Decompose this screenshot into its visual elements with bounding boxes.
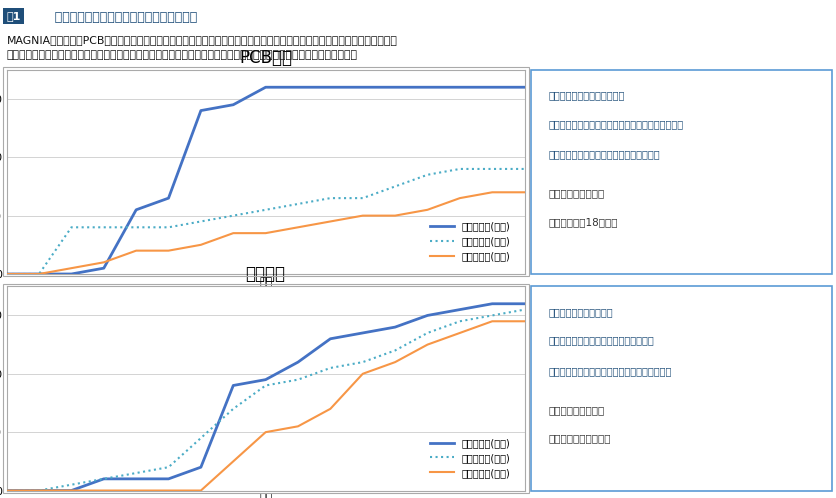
FancyBboxPatch shape [531, 70, 832, 274]
Text: ・さらに高い精度で予測することができている: ・さらに高い精度で予測することができている [548, 366, 672, 376]
X-axis label: 期間: 期間 [259, 494, 273, 498]
Text: 予測結果：４台超過: 予測結果：４台超過 [548, 188, 605, 198]
Legend: 累積調達数(実績), 累積調達数(予想), 累積故障数(実績): 累積調達数(実績), 累積調達数(予想), 累積故障数(実績) [426, 434, 514, 482]
Text: 実調達結果：３台超過: 実調達結果：３台超過 [548, 433, 611, 443]
Text: ・製品稼働初期で保守部品を: ・製品稼働初期で保守部品を [548, 90, 625, 100]
Text: 予測結果：１台超過: 予測結果：１台超過 [548, 405, 605, 415]
Text: 調達数の予測）と実際に過去に行った累積調達数を比較。予測システムによる予測が有効であることが確認できました。: 調達数の予測）と実際に過去に行った累積調達数を比較。予測システムによる予測が有効… [7, 50, 358, 60]
Text: 予測システムによる故障予測の有効性検証: 予測システムによる故障予測の有効性検証 [46, 11, 197, 24]
Text: 実調達結果：18台超過: 実調達結果：18台超過 [548, 217, 619, 227]
Text: 実手記がうまく故障に追従できている: 実手記がうまく故障に追従できている [548, 335, 655, 345]
Legend: 累積調達数(実績), 累積調達数(予想), 累積故障数(実績): 累積調達数(実績), 累積調達数(予想), 累積故障数(実績) [426, 218, 514, 265]
Title: メカ部品: メカ部品 [246, 265, 286, 283]
X-axis label: 期間: 期間 [259, 277, 273, 287]
Text: ・予測は、故障数にうまく追従できている: ・予測は、故障数にうまく追従できている [548, 149, 660, 159]
Text: MAGNIAを構成するPCB部品、メカ部品における実際の累積故障数に対して、予測システムによる故障の予測数（必要な累積: MAGNIAを構成するPCB部品、メカ部品における実際の累積故障数に対して、予測… [7, 35, 398, 45]
Text: 購入し過ぎたため、余分な在庫が増えすぎている: 購入し過ぎたため、余分な在庫が増えすぎている [548, 119, 684, 129]
Title: PCB部品: PCB部品 [239, 49, 292, 67]
Text: 図1: 図1 [7, 11, 21, 21]
Text: ・故障数が多いためか、: ・故障数が多いためか、 [548, 307, 614, 317]
FancyBboxPatch shape [531, 286, 832, 491]
